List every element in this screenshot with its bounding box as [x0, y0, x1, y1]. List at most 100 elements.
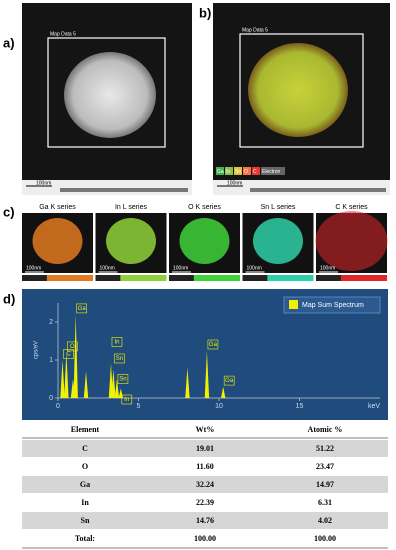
legend-swatch: [234, 167, 242, 175]
legend-label: O: [244, 169, 248, 175]
peak-label-box: [67, 341, 78, 352]
panel-label: b): [199, 5, 211, 20]
peak-label-box: [114, 353, 125, 364]
panel-label: a): [3, 35, 15, 50]
legend-swatch: [225, 167, 233, 175]
scale-label: 100nm: [247, 265, 262, 271]
peak-label-box: [117, 374, 129, 384]
peak: [64, 352, 69, 398]
color-bar-dark: [22, 275, 47, 281]
peak-label: In: [114, 339, 119, 345]
peak-label: C: [66, 352, 71, 358]
color-bar: [95, 275, 167, 281]
spectrum: 0 1 2 0 5 10 15 keV cps/eV CO Ga In Sn Sn In Ga Ga Map Su…: [34, 296, 381, 410]
table-cell: Element: [71, 425, 100, 434]
element-map: [253, 218, 303, 264]
table-cell: 19.01: [196, 444, 214, 453]
legend-label: Ga: [217, 169, 224, 175]
peak-label-box: [63, 349, 74, 359]
element-map: [315, 211, 388, 271]
peak: [83, 371, 89, 398]
panel-label: d): [3, 291, 15, 306]
element-map: [106, 218, 156, 264]
x-tick-label: 0: [56, 403, 60, 410]
scale-label: 100nm: [100, 265, 115, 271]
scale-label: 100nm: [173, 265, 188, 271]
peak-label-box: [121, 394, 133, 405]
map-title: C K series: [335, 204, 368, 211]
maps: Ga K series 100nm In L series 100nm O K seri…: [22, 204, 388, 281]
y-axis-label: cps/eV: [34, 341, 40, 359]
scale-label: 100nm: [36, 180, 51, 186]
x-tick-label: 10: [215, 403, 223, 410]
table-cell: 11.60: [196, 462, 214, 471]
legend-swatch: [289, 300, 298, 309]
table-cell: Ga: [80, 480, 90, 489]
table-cell: Atomic %: [308, 425, 343, 434]
scale-label: 100nm: [227, 180, 242, 186]
table-cell: 4.02: [318, 516, 332, 525]
frame: [239, 33, 364, 148]
legend: Ga In Sn O C Electron: [216, 167, 285, 175]
peak-label-box: [111, 336, 123, 347]
peak-label: Sn: [116, 356, 123, 362]
table-cell: 32.24: [196, 480, 214, 489]
peak-label: O: [70, 344, 75, 350]
color-bar-dark: [242, 275, 268, 281]
legend-swatch: [216, 167, 224, 175]
table-cell: Sn: [81, 516, 90, 525]
peak: [114, 379, 120, 398]
peak: [111, 369, 116, 398]
color-bar: [22, 275, 93, 281]
frame-title: Map Data 5: [50, 31, 76, 37]
color-bar-dark: [316, 275, 341, 281]
table-cell: 100.00: [314, 534, 336, 543]
map-title: O K series: [188, 204, 221, 211]
table-cell: 23.47: [316, 462, 334, 471]
legend-label: In: [226, 169, 230, 175]
peak-label: Ga: [209, 342, 218, 348]
panel-label: c): [3, 204, 15, 219]
legend-swatch: [252, 167, 260, 175]
peak-label: Sn: [119, 377, 126, 383]
table-cell: Wt%: [196, 425, 215, 434]
scale-label: 100nm: [320, 265, 335, 271]
peak-label: Ga: [78, 306, 87, 312]
legend-swatch: [243, 167, 251, 175]
frame-title: Map Data 5: [242, 27, 268, 33]
map-title: In L series: [115, 204, 148, 211]
x-tick-label: 5: [137, 403, 141, 410]
table-cell: 6.31: [318, 498, 332, 507]
x-tick-label: 15: [296, 403, 304, 410]
row-bg: [22, 440, 388, 457]
color-bar: [60, 188, 188, 192]
peak-label: In: [124, 397, 129, 403]
color-bar-dark: [95, 275, 121, 281]
element-map: [32, 218, 83, 264]
y-tick-label: 1: [49, 357, 53, 364]
peak: [73, 314, 78, 398]
element-map: [179, 218, 230, 264]
peak-label-box: [207, 339, 219, 350]
table-cell: Total:: [75, 534, 95, 543]
row-bg: [22, 512, 388, 529]
row-bg: [22, 476, 388, 493]
peak-label-box: [76, 303, 88, 314]
y-tick-label: 2: [49, 319, 53, 326]
particle: [248, 43, 348, 137]
table-cell: 14.76: [196, 516, 214, 525]
peak: [185, 367, 190, 398]
table-cell: C: [82, 444, 88, 453]
map-title: Sn L series: [261, 204, 296, 211]
peak: [60, 360, 65, 398]
color-bar: [169, 275, 240, 281]
table-cell: 22.39: [196, 498, 214, 507]
table-cell: In: [81, 498, 89, 507]
x-axis-label: keV: [368, 403, 380, 410]
legend-label: Map Sum Spectrum: [302, 302, 364, 309]
legend-label: Electron: [262, 169, 281, 175]
color-bar: [242, 275, 314, 281]
peak: [204, 350, 210, 398]
legend-box: [283, 296, 381, 314]
